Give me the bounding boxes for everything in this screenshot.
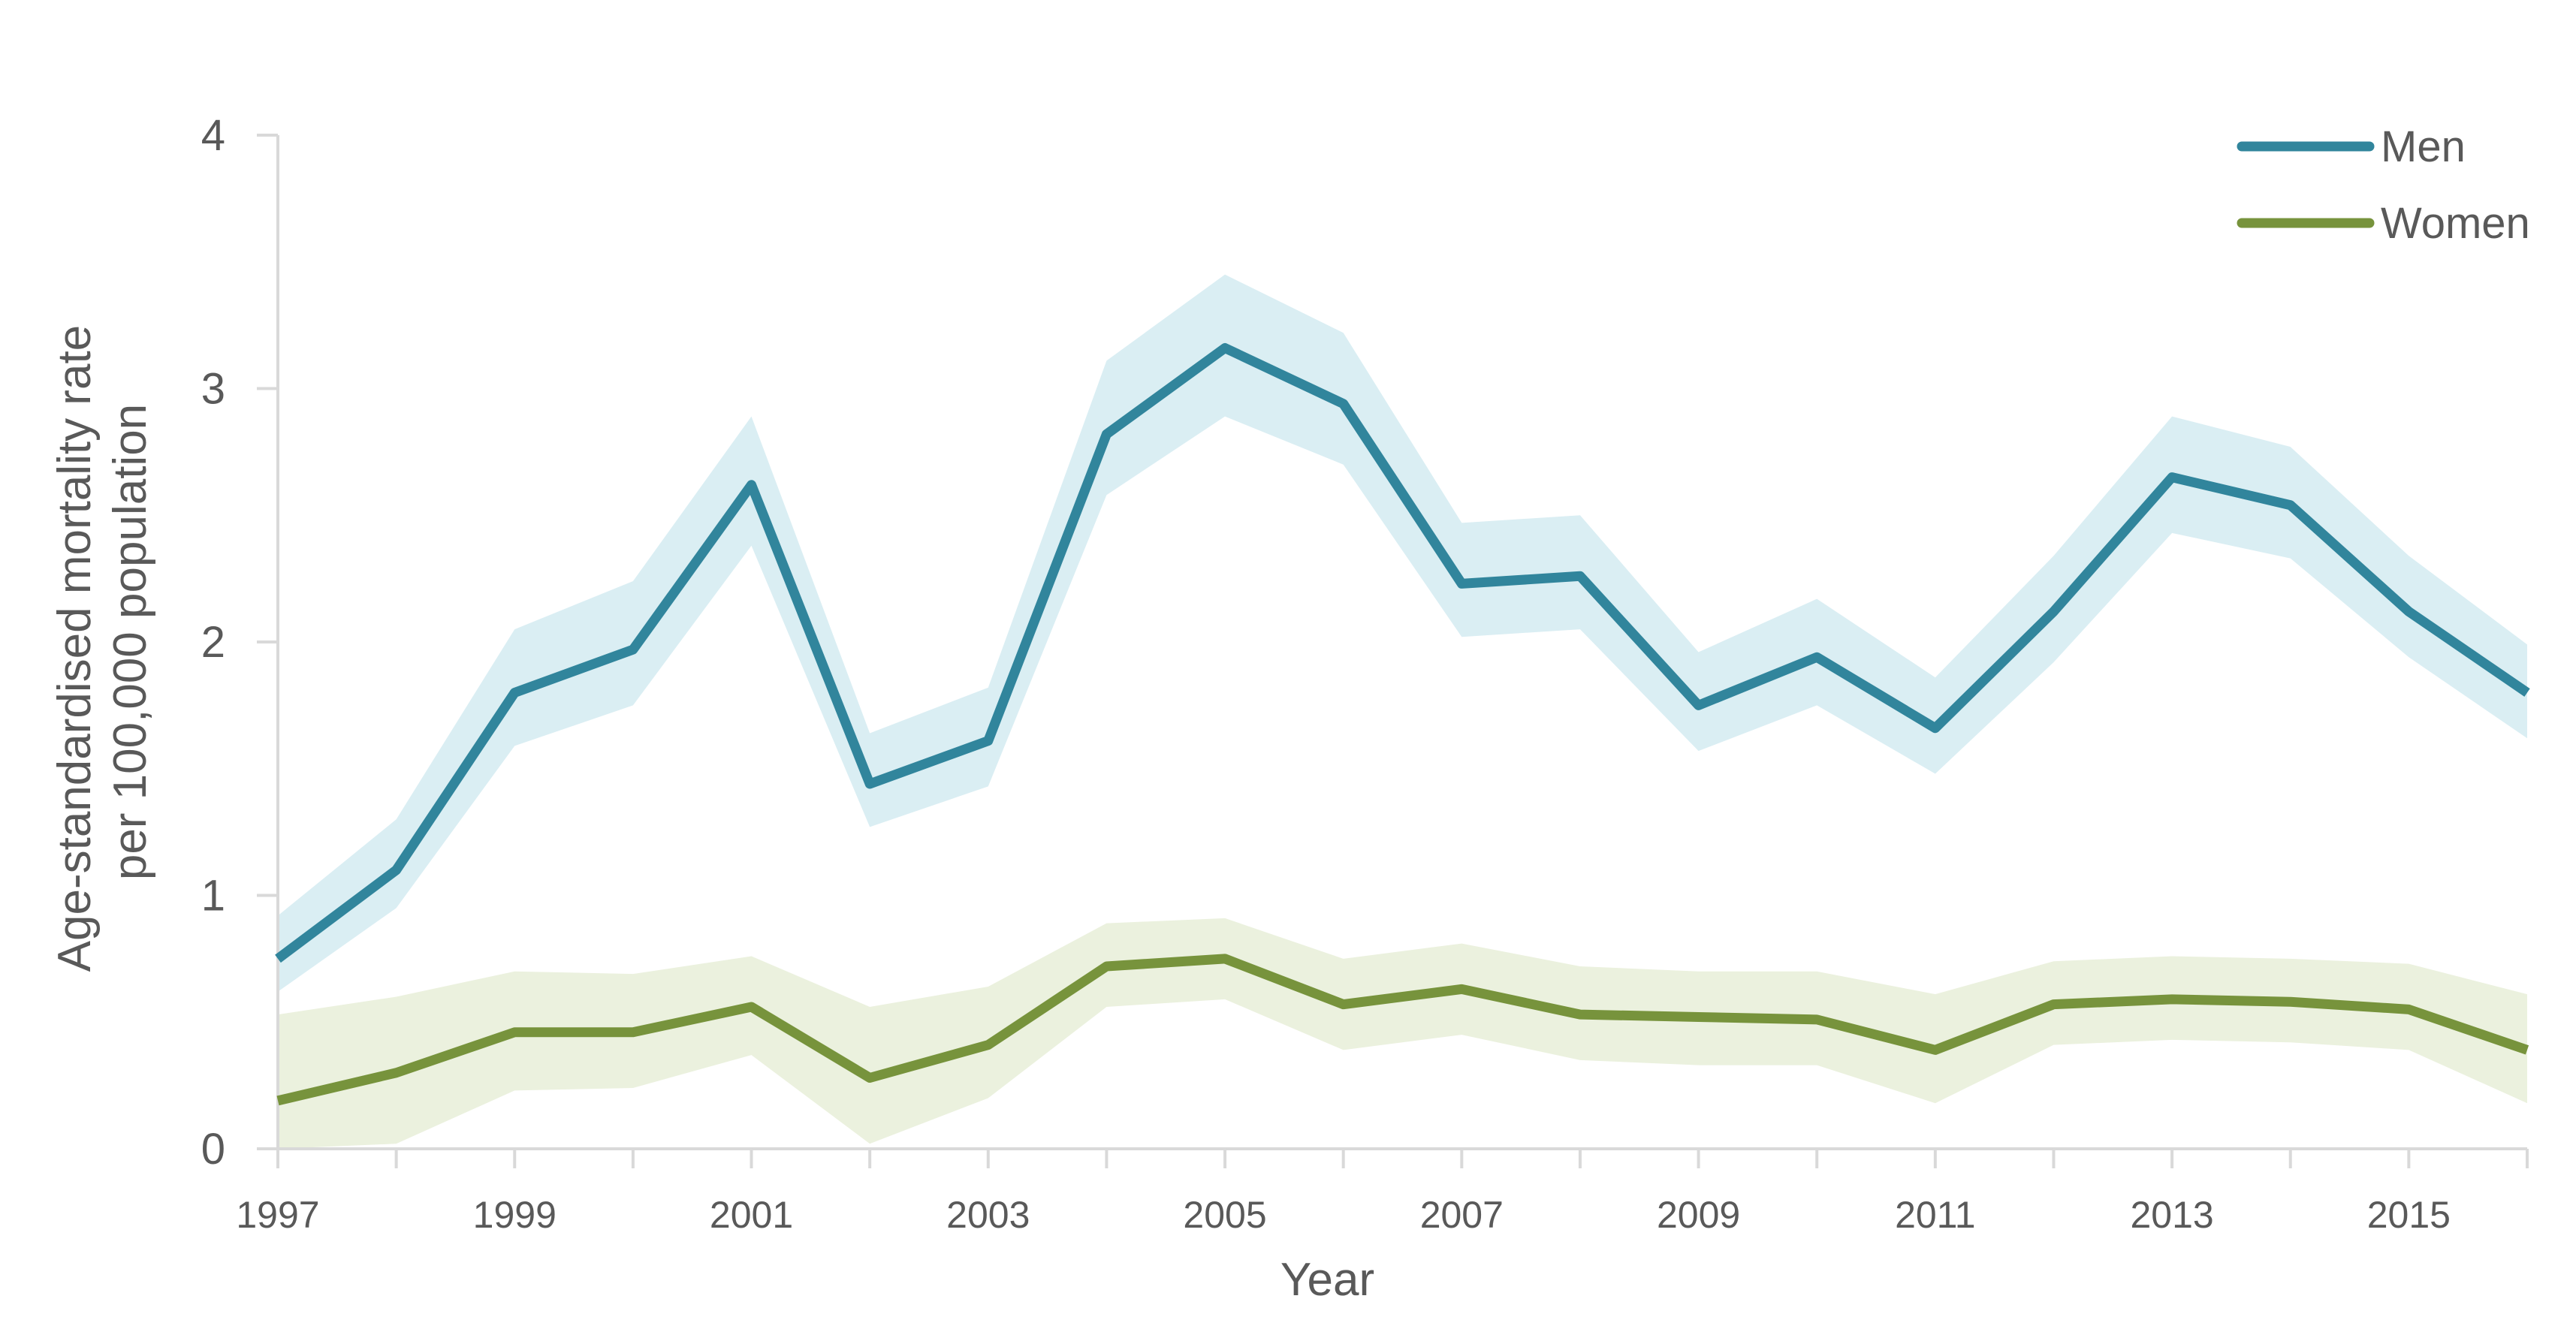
x-tick-label: 1997 [236, 1194, 319, 1236]
y-axis-ticks: 0 1 2 3 4 [201, 111, 278, 1174]
x-tick-label: 2011 [1895, 1194, 1976, 1236]
legend: Men Women [2237, 122, 2530, 248]
series-line-men [275, 343, 2530, 963]
y-tick-label: 1 [201, 872, 225, 921]
x-axis-ticks: 1997 1999 2001 2003 2005 2007 2009 2011 2013 2015 [236, 1149, 2529, 1236]
series-line-women [276, 954, 2529, 1106]
y-tick-label: 4 [201, 111, 225, 160]
y-axis-title-line-2: per 100,000 population [104, 404, 156, 880]
x-tick-label: 2009 [1657, 1194, 1740, 1236]
x-tick-label: 2001 [710, 1194, 793, 1236]
x-axis-title: Year [1280, 1254, 1374, 1306]
x-tick-label: 1999 [473, 1194, 557, 1236]
y-axis-title: Age-standardised mortality rate per 100,… [49, 312, 156, 972]
x-tick-label: 2005 [1183, 1194, 1266, 1236]
series-lines [275, 343, 2530, 1106]
x-tick-label: 2007 [1420, 1194, 1504, 1236]
confidence-bands [278, 274, 2527, 1149]
confidence-band-men [278, 274, 2527, 992]
y-tick-label: 2 [201, 618, 225, 667]
y-tick-label: 3 [201, 365, 225, 414]
x-tick-label: 2015 [2367, 1194, 2451, 1236]
x-tick-label: 2013 [2130, 1194, 2213, 1236]
y-tick-label: 0 [201, 1125, 225, 1174]
y-axis-title-line-1: Age-standardised mortality rate [49, 325, 101, 972]
x-tick-label: 2003 [946, 1194, 1030, 1236]
confidence-band-women [278, 918, 2527, 1149]
legend-label-men: Men [2381, 122, 2466, 171]
legend-label-women: Women [2381, 199, 2530, 248]
